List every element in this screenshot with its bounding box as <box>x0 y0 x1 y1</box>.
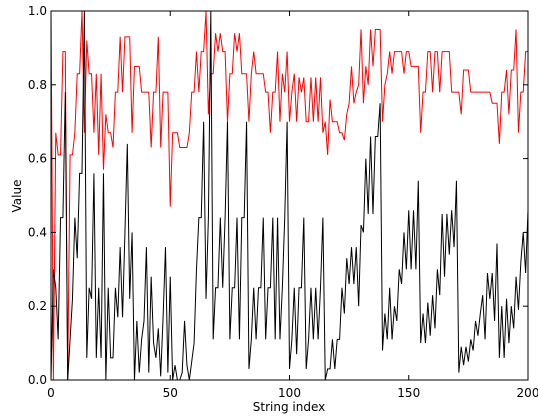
x-axis-label: String index <box>253 400 325 414</box>
y-tick-label: 0.4 <box>28 225 47 239</box>
series-line-2 <box>50 10 529 381</box>
series-layer <box>50 10 529 381</box>
y-axis-label: Value <box>10 180 24 213</box>
y-tick-label: 0.6 <box>28 152 47 166</box>
plot-frame <box>50 10 529 381</box>
ticks-layer: 0 50 100 150 200 0.0 0.2 0.4 0.6 0.8 1.0 <box>28 4 538 400</box>
y-tick-label: 0.2 <box>28 299 47 313</box>
y-tick-label: 1.0 <box>28 4 47 18</box>
series-line-1 <box>50 10 528 381</box>
y-tick-label: 0.0 <box>28 373 47 387</box>
x-tick-label: 50 <box>163 386 178 400</box>
x-tick-label: 200 <box>517 386 538 400</box>
x-tick-label: 150 <box>397 386 420 400</box>
y-tick-label: 0.8 <box>28 78 47 92</box>
x-tick-label: 100 <box>278 386 301 400</box>
x-tick-label: 0 <box>47 386 55 400</box>
